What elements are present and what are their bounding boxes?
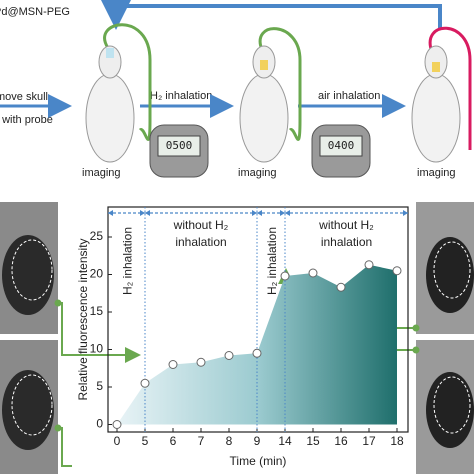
y-tick-label: 10 (90, 342, 104, 356)
x-tick-label: 16 (334, 434, 348, 448)
stopwatch: 0500 (149, 124, 209, 178)
mouse (239, 27, 302, 163)
imaging-label: imaging (417, 167, 456, 179)
data-point (224, 351, 234, 360)
x-axis-label: Time (min) (230, 454, 287, 468)
phase-label: H₂ inhalation (265, 227, 279, 295)
phase-label: inhalation (175, 235, 226, 249)
probe-label: Pd@MSN-PEG (0, 6, 70, 18)
y-tick-label: 0 (96, 417, 103, 431)
x-tick-label: 14 (278, 434, 292, 448)
x-tick-label: 18 (390, 434, 404, 448)
y-axis-label: Relative fluorescence intensity (76, 238, 90, 400)
x-tick-label: 7 (198, 434, 205, 448)
phase-label: without H₂ (318, 218, 374, 232)
data-point (280, 271, 290, 281)
y-tick-label: 25 (90, 229, 104, 243)
plot-frame (107, 206, 409, 433)
phase-arrowhead (257, 210, 285, 216)
photo (416, 202, 474, 334)
area (117, 264, 397, 425)
connector-dot (54, 299, 62, 307)
data-point (140, 378, 150, 388)
loop-arrow (100, 0, 442, 30)
data-point (168, 360, 178, 369)
data-point (364, 260, 374, 270)
plot: 0 5 10 15 20 25 0 5 6 7 8 9 14 15 16 17 18 Time (min) Rela… (76, 206, 409, 468)
mouse (85, 23, 152, 163)
connector-dot (412, 346, 420, 354)
step-label: H₂ inhalation (150, 90, 212, 102)
phase-label: inhalation (321, 235, 372, 249)
data-point (196, 357, 206, 367)
photo (416, 340, 474, 474)
step-label: move skull (0, 91, 48, 103)
mouse (411, 26, 472, 163)
photo (0, 202, 58, 334)
y-tick-label: 20 (90, 267, 104, 281)
data-point (308, 268, 318, 278)
x-tick-label: 0 (114, 434, 121, 448)
connector-dot (54, 424, 62, 432)
data-point (336, 282, 346, 292)
connector-dot (412, 324, 420, 332)
phase-label: H₂ inhalation (121, 227, 135, 295)
imaging-label: imaging (238, 167, 277, 179)
timer-display: 0400 (328, 139, 355, 152)
x-tick-label: 6 (170, 434, 177, 448)
data-point (252, 348, 262, 358)
step-label: air inhalation (318, 90, 380, 102)
x-tick-label: 17 (362, 434, 376, 448)
x-tick-label: 8 (226, 434, 233, 448)
x-tick-label: 9 (254, 434, 261, 448)
data-point (392, 266, 402, 276)
timer-display: 0500 (166, 139, 193, 152)
y-tick-label: 5 (96, 379, 103, 393)
imaging-label: imaging (82, 167, 121, 179)
x-tick-label: 5 (142, 434, 149, 448)
step-label: t with probe (0, 114, 53, 126)
x-tick-label: 15 (306, 434, 320, 448)
stopwatch: 0400 (311, 124, 371, 178)
y-tick-label: 15 (90, 304, 104, 318)
photo (0, 340, 58, 474)
data-point (112, 420, 122, 429)
phase-label: without H₂ (173, 218, 229, 232)
